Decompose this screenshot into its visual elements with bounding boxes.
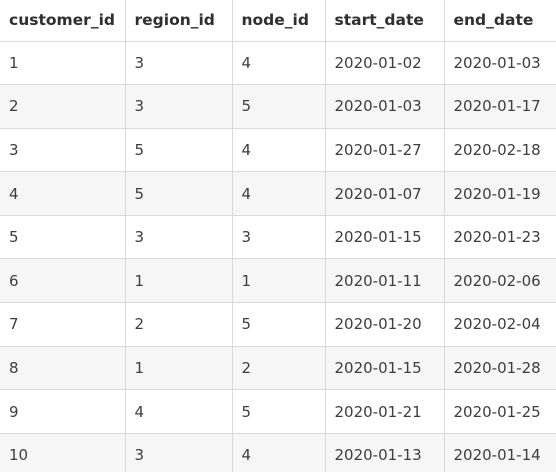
end-date-cell: 2020-01-14 <box>443 432 556 472</box>
customer-id-cell: 1 <box>0 40 126 86</box>
table-row: 1 3 4 2020-01-02 2020-01-03 <box>0 40 556 86</box>
customer-id-cell: 6 <box>0 258 126 304</box>
region-id-cell: 3 <box>124 432 233 472</box>
customer-id-cell: 3 <box>0 127 126 173</box>
start-date-cell: 2020-01-20 <box>324 302 445 347</box>
node-id-cell: 2 <box>231 345 326 391</box>
table-row: 6 1 1 2020-01-11 2020-02-06 <box>0 258 556 304</box>
column-header-start-date: start_date <box>324 0 445 42</box>
customer-id-cell: 5 <box>0 214 126 260</box>
table-header: customer_id region_id node_id start_date… <box>0 0 556 42</box>
table-row: 10 3 4 2020-01-13 2020-01-14 <box>0 432 556 472</box>
end-date-cell: 2020-01-03 <box>443 40 556 86</box>
end-date-cell: 2020-01-19 <box>443 171 556 216</box>
table-row: 3 5 4 2020-01-27 2020-02-18 <box>0 127 556 173</box>
start-date-cell: 2020-01-07 <box>324 171 445 216</box>
end-date-cell: 2020-02-06 <box>443 258 556 304</box>
region-id-cell: 3 <box>124 40 233 86</box>
region-id-cell: 5 <box>124 127 233 173</box>
column-header-customer-id: customer_id <box>0 0 126 42</box>
start-date-cell: 2020-01-03 <box>324 84 445 129</box>
end-date-cell: 2020-01-23 <box>443 214 556 260</box>
customer-id-cell: 4 <box>0 171 126 216</box>
start-date-cell: 2020-01-21 <box>324 389 445 434</box>
customer-id-cell: 7 <box>0 302 126 347</box>
node-id-cell: 5 <box>231 84 326 129</box>
column-header-node-id: node_id <box>231 0 326 42</box>
header-row: customer_id region_id node_id start_date… <box>0 0 556 42</box>
end-date-cell: 2020-02-04 <box>443 302 556 347</box>
start-date-cell: 2020-01-11 <box>324 258 445 304</box>
region-id-cell: 3 <box>124 214 233 260</box>
table-row: 2 3 5 2020-01-03 2020-01-17 <box>0 84 556 129</box>
node-id-cell: 3 <box>231 214 326 260</box>
region-id-cell: 3 <box>124 84 233 129</box>
table-body: 1 3 4 2020-01-02 2020-01-03 2 3 5 2020-01-03 2020… <box>0 40 556 472</box>
table-row: 4 5 4 2020-01-07 2020-01-19 <box>0 171 556 216</box>
start-date-cell: 2020-01-15 <box>324 345 445 391</box>
table-row: 7 2 5 2020-01-20 2020-02-04 <box>0 302 556 347</box>
table-row: 5 3 3 2020-01-15 2020-01-23 <box>0 214 556 260</box>
column-header-end-date: end_date <box>443 0 556 42</box>
region-id-cell: 4 <box>124 389 233 434</box>
region-id-cell: 5 <box>124 171 233 216</box>
end-date-cell: 2020-02-18 <box>443 127 556 173</box>
start-date-cell: 2020-01-13 <box>324 432 445 472</box>
node-id-cell: 4 <box>231 432 326 472</box>
customer-id-cell: 10 <box>0 432 126 472</box>
start-date-cell: 2020-01-27 <box>324 127 445 173</box>
node-id-cell: 1 <box>231 258 326 304</box>
column-header-region-id: region_id <box>124 0 233 42</box>
start-date-cell: 2020-01-15 <box>324 214 445 260</box>
node-id-cell: 4 <box>231 171 326 216</box>
region-id-cell: 2 <box>124 302 233 347</box>
node-id-cell: 5 <box>231 302 326 347</box>
region-id-cell: 1 <box>124 258 233 304</box>
region-id-cell: 1 <box>124 345 233 391</box>
node-id-cell: 4 <box>231 127 326 173</box>
customer-id-cell: 8 <box>0 345 126 391</box>
table-row: 9 4 5 2020-01-21 2020-01-25 <box>0 389 556 434</box>
node-id-cell: 4 <box>231 40 326 86</box>
start-date-cell: 2020-01-02 <box>324 40 445 86</box>
customer-id-cell: 2 <box>0 84 126 129</box>
customer-id-cell: 9 <box>0 389 126 434</box>
table-row: 8 1 2 2020-01-15 2020-01-28 <box>0 345 556 391</box>
end-date-cell: 2020-01-25 <box>443 389 556 434</box>
end-date-cell: 2020-01-28 <box>443 345 556 391</box>
node-id-cell: 5 <box>231 389 326 434</box>
end-date-cell: 2020-01-17 <box>443 84 556 129</box>
